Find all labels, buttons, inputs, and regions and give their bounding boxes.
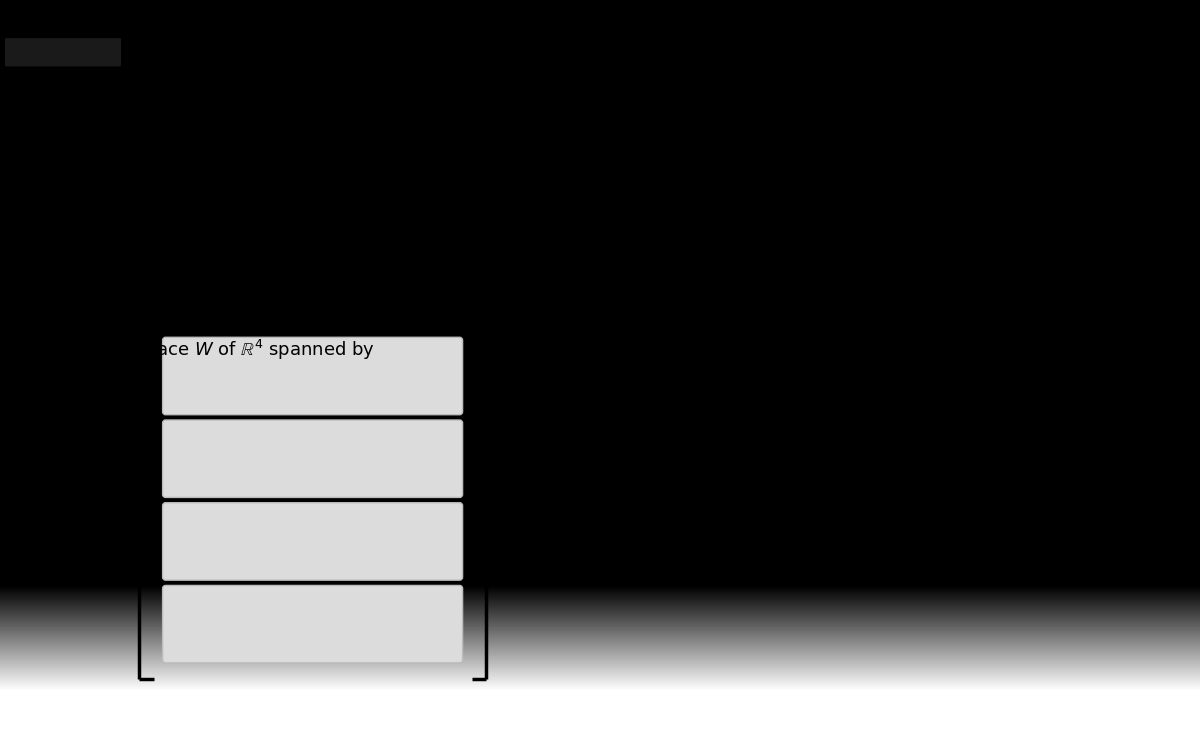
- Text: 1: 1: [736, 462, 748, 481]
- FancyBboxPatch shape: [163, 503, 463, 580]
- Text: .: .: [768, 515, 775, 537]
- Text: 7: 7: [686, 158, 701, 180]
- Text: ,: ,: [548, 535, 554, 553]
- FancyBboxPatch shape: [163, 420, 463, 497]
- Text: 1: 1: [516, 462, 528, 481]
- Text: 1: 1: [630, 382, 642, 400]
- Text: -1: -1: [732, 382, 751, 400]
- Text: 0: 0: [686, 112, 701, 134]
- FancyBboxPatch shape: [5, 38, 121, 66]
- Text: 1: 1: [630, 502, 642, 520]
- FancyBboxPatch shape: [163, 586, 463, 663]
- Text: 0: 0: [686, 250, 701, 271]
- Text: 1: 1: [516, 422, 528, 440]
- Text: onto the subspace $W$ of $\mathbb{R}^4$ spanned by: onto the subspace $W$ of $\mathbb{R}^4$ …: [22, 338, 374, 362]
- Text: $\mathrm{proj}_W(\vec{v})=$: $\mathrm{proj}_W(\vec{v})=$: [22, 487, 120, 513]
- Text: -1: -1: [512, 502, 532, 520]
- Text: 1: 1: [736, 502, 748, 520]
- Text: $\vec{v} =$: $\vec{v} =$: [618, 165, 654, 188]
- Text: -1: -1: [732, 422, 751, 440]
- Text: 1: 1: [630, 422, 642, 440]
- Text: ,: ,: [662, 535, 668, 553]
- Text: 1: 1: [630, 462, 642, 481]
- Text: -1: -1: [512, 382, 532, 400]
- Text: 0: 0: [686, 204, 701, 226]
- Text: Find the orthogonal projection of: Find the orthogonal projection of: [138, 34, 504, 53]
- FancyBboxPatch shape: [163, 338, 463, 414]
